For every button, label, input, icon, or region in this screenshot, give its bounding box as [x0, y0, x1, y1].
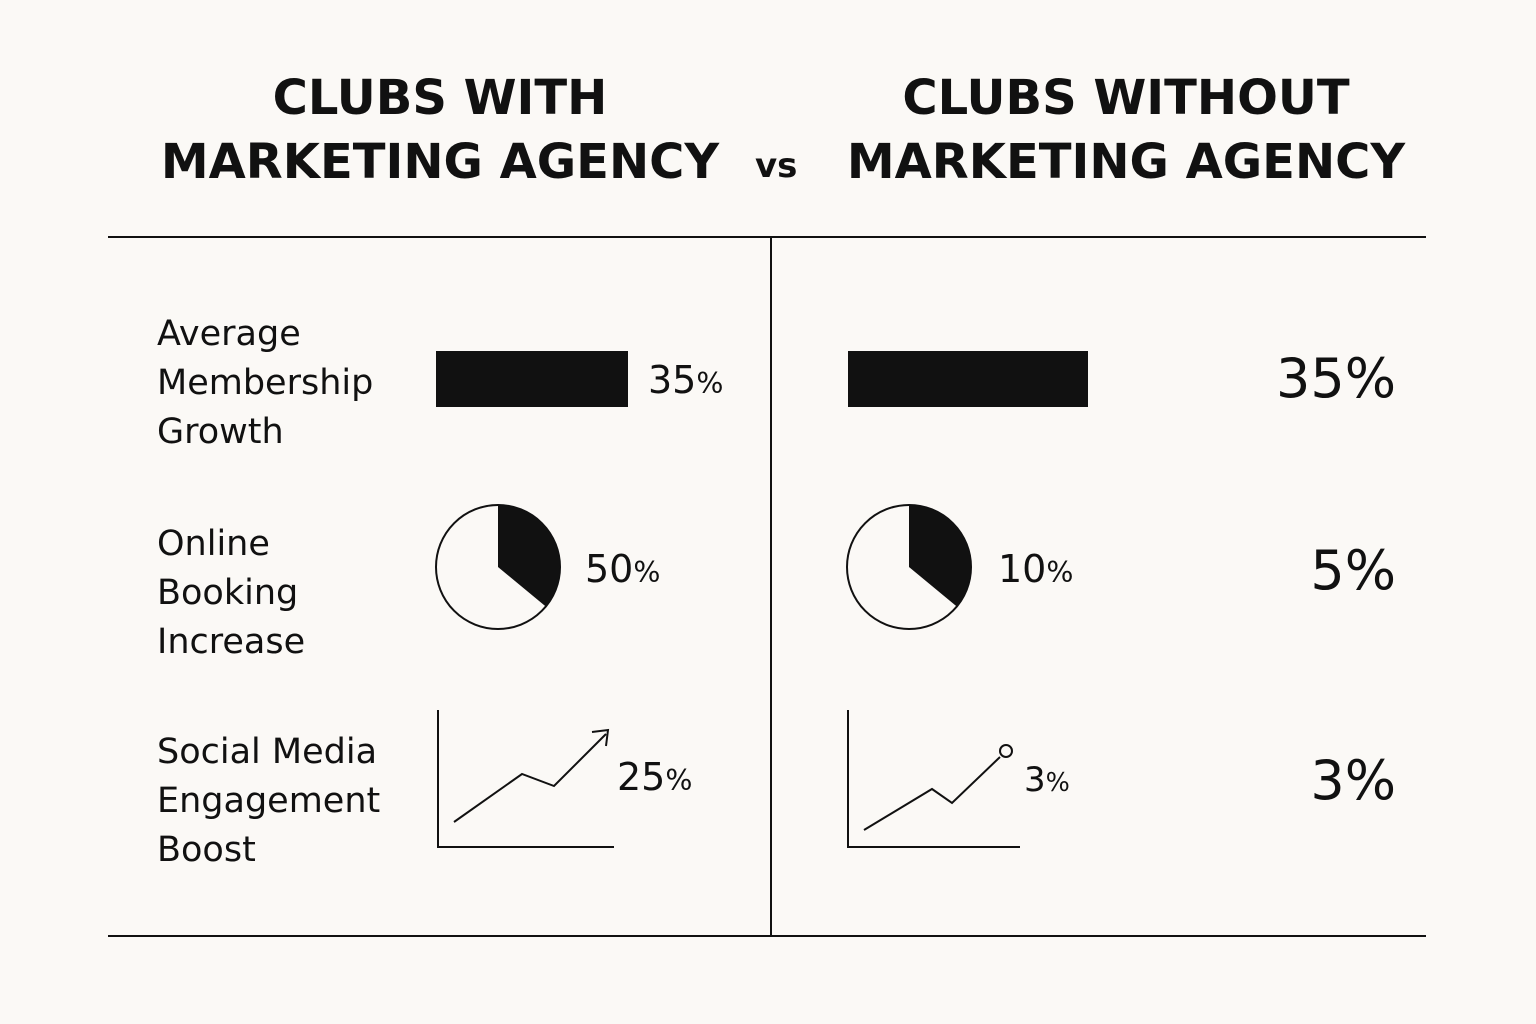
trend-line [453, 733, 607, 823]
line-chart-icon-with-agency [437, 710, 614, 848]
row-label-social-media: Social Media Engagement Boost [157, 732, 381, 870]
arrow-icon [591, 728, 610, 747]
icon-value-without-online-booking: 10% [998, 547, 1074, 591]
row-label-membership-growth: Average Membership Growth [157, 314, 374, 452]
bar-with-agency [436, 351, 628, 407]
bar-without-agency [848, 351, 1088, 407]
left-heading-line-1: CLUBS WITH [272, 70, 608, 126]
left-heading-line-2: MARKETING AGENCY [160, 134, 720, 190]
right-heading-line-2: MARKETING AGENCY [846, 134, 1406, 190]
line-chart-icon-without-agency [847, 710, 1020, 848]
value-with-membership-growth: 35% [648, 358, 724, 402]
pie-chart-icon-without-agency [846, 504, 972, 630]
value-with-online-booking: 50% [585, 547, 661, 591]
trend-line [863, 756, 1001, 831]
right-column-heading: CLUBS WITHOUT MARKETING AGENCY [826, 66, 1426, 194]
chart-axes [437, 710, 614, 848]
center-divider [770, 238, 772, 936]
vs-label: vs [755, 146, 798, 186]
pie-slice [498, 505, 560, 607]
row-label-online-booking: Online Booking Increase [157, 524, 306, 662]
circle-icon [999, 744, 1013, 758]
chart-axes [847, 710, 1020, 848]
pie-chart-icon-with-agency [435, 504, 561, 630]
top-divider [108, 236, 1426, 238]
value-without-online-booking: 5% [1310, 539, 1396, 602]
value-without-social-media: 3% [1310, 749, 1396, 812]
pie-slice [909, 505, 971, 607]
value-with-social-media: 25% [617, 755, 693, 799]
value-without-membership-growth: 35% [1275, 347, 1396, 410]
right-heading-line-1: CLUBS WITHOUT [902, 70, 1350, 126]
icon-value-without-social-media: 3% [1024, 760, 1070, 800]
left-column-heading: CLUBS WITH MARKETING AGENCY [140, 66, 740, 194]
bottom-divider [108, 935, 1426, 937]
